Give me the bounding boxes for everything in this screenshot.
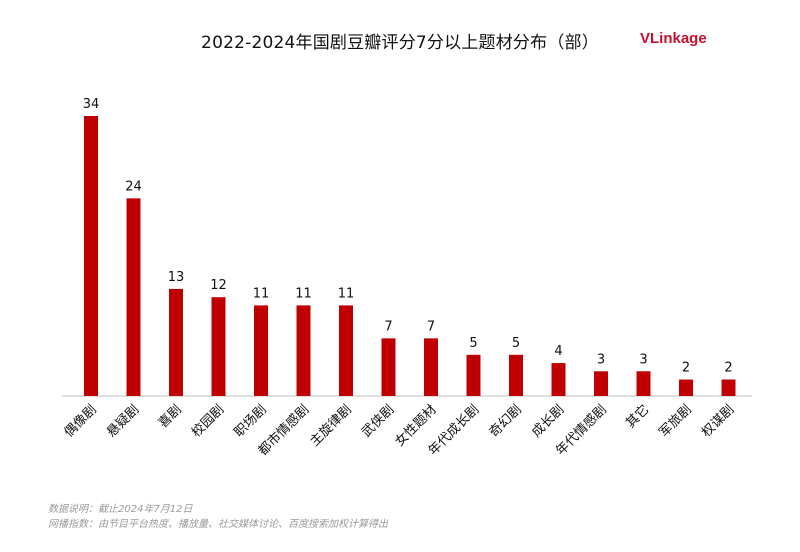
- category-tick-label: 武侠剧: [359, 402, 397, 440]
- bar: [424, 338, 438, 396]
- data-label: 11: [253, 286, 270, 301]
- category-tick-label: 悬疑剧: [103, 402, 142, 441]
- category-tick-label: 其它: [623, 402, 653, 432]
- bar: [339, 305, 353, 396]
- bar: [296, 305, 311, 396]
- data-label: 7: [427, 319, 435, 334]
- data-label: 34: [83, 97, 100, 112]
- category-tick-label: 喜剧: [156, 402, 185, 431]
- category-tick-label: 校园剧: [188, 402, 227, 441]
- category-tick-label: 成长剧: [529, 402, 567, 440]
- bar: [509, 354, 523, 396]
- data-label: 2: [724, 361, 732, 376]
- data-note: 数据说明：截止2024年7月12日: [48, 504, 193, 515]
- data-label: 11: [295, 286, 312, 301]
- bar: [126, 198, 141, 396]
- bar: [381, 338, 396, 396]
- category-tick-label: 职场剧: [232, 402, 270, 440]
- bar: [169, 288, 183, 396]
- bar: [551, 363, 566, 396]
- category-tick-label: 奇幻剧: [486, 402, 525, 441]
- bar: [211, 297, 226, 396]
- index-note: 网播指数：由节目平台热度、播放量、社交媒体讨论、百度搜索加权计算得出: [48, 519, 388, 530]
- logo-text: VLinkage: [640, 30, 707, 47]
- chart-title: 2022-2024年国剧豆瓣评分7分以上题材分布（部）: [201, 33, 599, 53]
- data-label: 3: [639, 352, 647, 367]
- brand-logo: VLinkage: [640, 24, 760, 54]
- bar: [594, 371, 608, 396]
- data-label: 5: [512, 336, 520, 351]
- data-label: 5: [469, 336, 477, 351]
- category-tick-label: 权谋剧: [698, 402, 737, 441]
- bar: [679, 379, 693, 396]
- data-label: 13: [168, 270, 185, 285]
- category-tick-label: 偶像剧: [62, 402, 100, 440]
- bar: [254, 305, 268, 396]
- bar: [466, 354, 481, 396]
- bar: [84, 116, 98, 396]
- data-label: 12: [210, 278, 227, 293]
- data-label: 11: [338, 286, 355, 301]
- category-tick-label: 军旅剧: [657, 402, 695, 440]
- data-label: 2: [682, 361, 690, 376]
- data-label: 3: [597, 352, 605, 367]
- data-label: 24: [125, 179, 142, 194]
- data-label: 7: [384, 319, 392, 334]
- data-label: 4: [554, 344, 562, 359]
- bar: [636, 371, 651, 396]
- bar: [721, 379, 736, 396]
- category-tick-label: 主旋律剧: [307, 402, 354, 449]
